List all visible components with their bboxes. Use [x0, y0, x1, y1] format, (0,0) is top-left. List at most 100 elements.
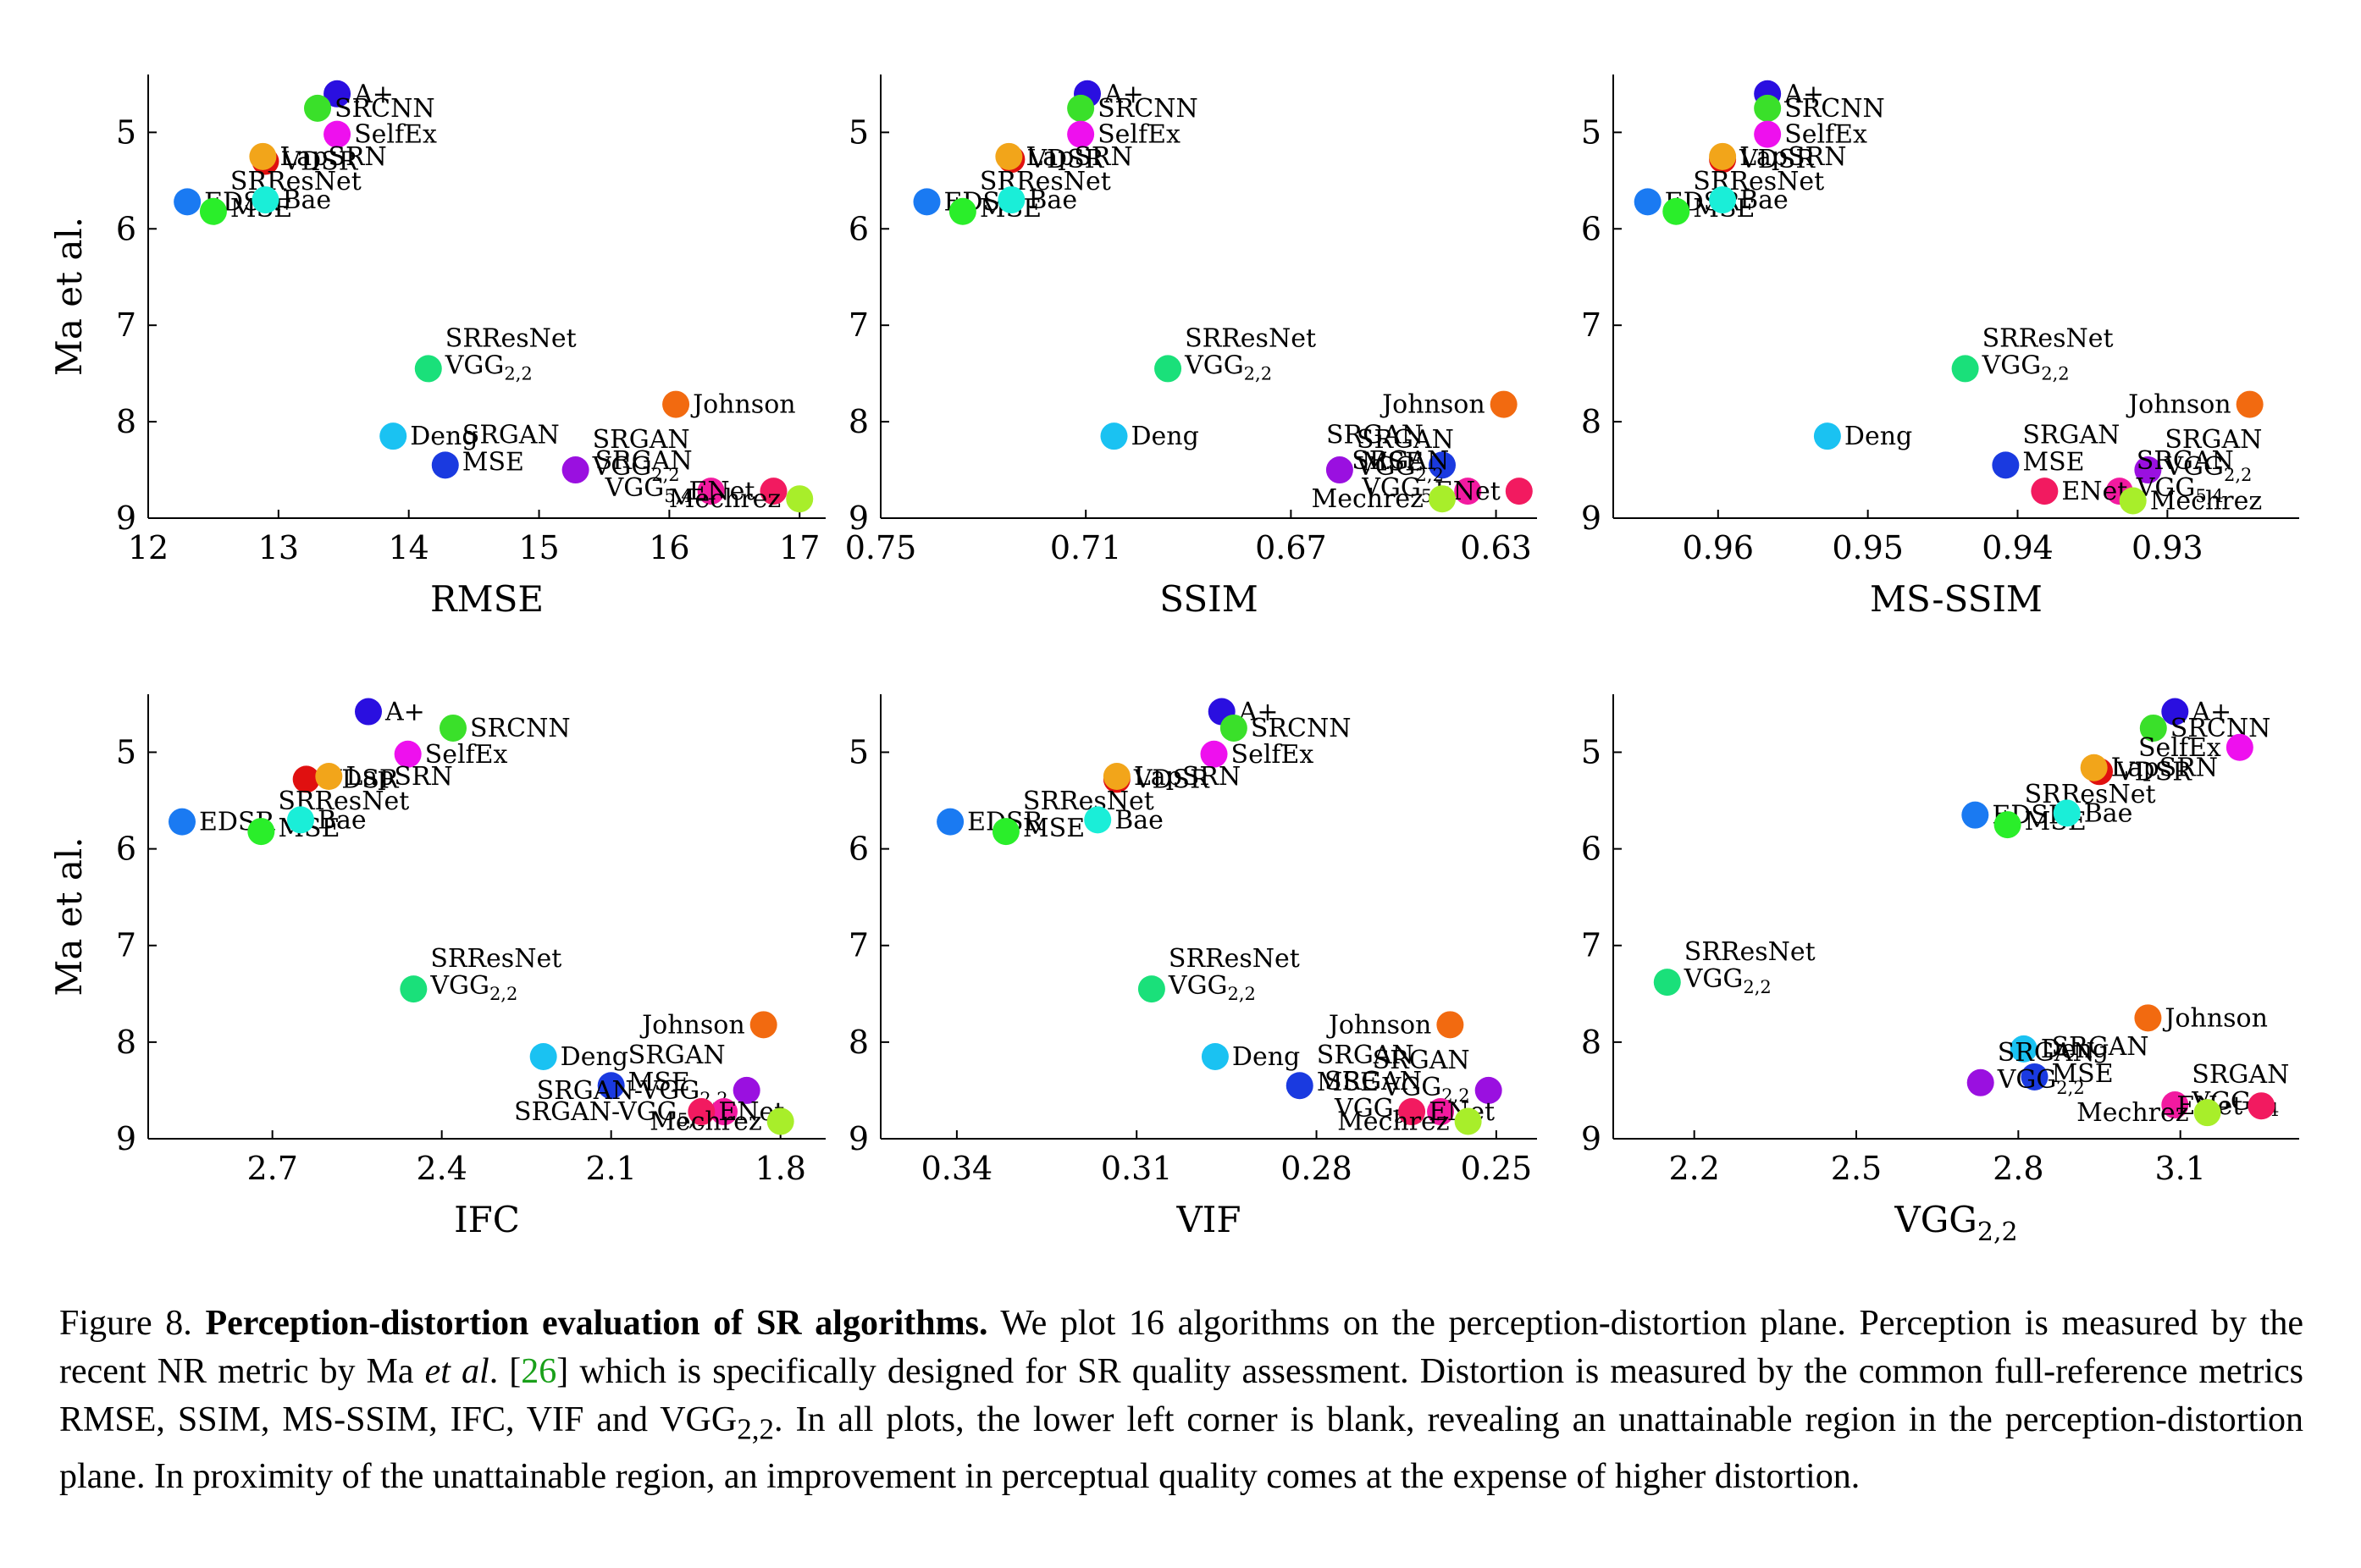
point-deng	[1201, 1042, 1229, 1070]
y-tick-label: 5	[116, 113, 136, 151]
point-label-srgan-vgg5-4: SRGAN	[1324, 1067, 1422, 1096]
x-tick-label: 0.95	[1832, 529, 1904, 566]
point-label-selfex: SelfEx	[1231, 740, 1314, 770]
point-selfex	[394, 740, 422, 768]
point-label-srcnn: SRCNN	[1251, 714, 1352, 743]
point-label-srgan-mse: SRGAN	[2022, 420, 2120, 450]
point-label-vdsr: VDSR	[2115, 757, 2192, 787]
x-tick-label: 3.1	[2154, 1150, 2205, 1187]
caption-reference-link[interactable]: 26	[521, 1352, 557, 1391]
y-tick-label: 9	[1581, 500, 1601, 537]
scatter-panel-1: 5 6 7 8 912 13 14 15 16 17 RMSE Ma et al. A+SRCNNSel…	[48, 75, 826, 620]
point-srcnn	[1067, 94, 1095, 122]
point-a	[323, 80, 351, 108]
point-label-srcnn: SRCNN	[470, 714, 571, 743]
point-bae	[252, 186, 279, 214]
caption-body-3: ] which is specifically designed for SR …	[59, 1352, 2304, 1439]
point-srgan-vgg2-2	[1474, 1076, 1502, 1104]
caption-title: Perception-distortion evaluation of SR a…	[205, 1304, 988, 1343]
y-tick-label: 6	[116, 210, 136, 247]
point-label-srresnet-mse: SRResNet	[2025, 780, 2156, 809]
y-tick-label: 6	[849, 210, 869, 247]
point-srresnet-vgg2-2	[1653, 969, 1681, 997]
point-srgan-mse	[2021, 1063, 2049, 1090]
scatter-panel-6: 5 6 7 8 9 2.2 2.5 2.8 3.1 VGG2,2 A+SRCNNSelfExVDSR…	[1581, 694, 2299, 1247]
x-tick-label: 0.67	[1255, 529, 1327, 566]
point-label-vdsr: VDSR	[1027, 145, 1104, 174]
point-selfex	[1754, 120, 1782, 148]
y-tick-label: 8	[1581, 1024, 1601, 1061]
x-tick-label: 0.71	[1050, 529, 1122, 566]
y-tick-label: 5	[849, 113, 869, 151]
scatter-panel-2: 5 6 7 8 90.75 0.71 0.67 0.63 SSIM A+SRCNNSelfExVD…	[845, 75, 1537, 620]
point-label-bae: Bae	[318, 805, 367, 835]
x-tick-label: 12	[128, 529, 169, 566]
point-label-johnson: Johnson	[2162, 1003, 2268, 1033]
point-label-lapsrn: LapSRN	[2111, 754, 2218, 783]
figure-caption: Figure 8. Perception-distortion evaluati…	[59, 1300, 2303, 1501]
point-label-enet: ENet	[688, 477, 755, 506]
point-label-vdsr: VDSR	[1133, 765, 1210, 794]
x-tick-label: 0.28	[1280, 1150, 1352, 1187]
point-label-lapsrn: LapSRN	[1739, 142, 1846, 172]
x-axis-label: MS-SSIM	[1870, 578, 2043, 620]
point-johnson	[2134, 1004, 2162, 1032]
y-tick-label: 7	[1581, 927, 1601, 964]
point-label-srresnet-vgg2-2-line2: VGG2,2	[429, 971, 517, 1004]
point-label-a: A+	[2191, 698, 2231, 727]
point-label-lapsrn: LapSRN	[1134, 762, 1241, 792]
y-tick-label: 8	[116, 1024, 136, 1061]
point-label-lapsrn: LapSRN	[279, 142, 386, 172]
point-srcnn	[1754, 94, 1782, 122]
point-label-srresnet-vgg2-2: SRResNet	[1982, 323, 2114, 353]
caption-etal: et al	[424, 1352, 489, 1391]
point-deng	[379, 422, 407, 450]
point-label-srgan-vgg2-2: SRGAN	[1373, 1046, 1470, 1075]
point-srgan-vgg5-4	[711, 1098, 738, 1126]
point-label-srresnet-vgg2-2: SRResNet	[445, 323, 577, 353]
point-label-srresnet-vgg2-2: SRResNet	[1185, 323, 1316, 353]
point-johnson	[662, 390, 690, 418]
point-bae	[1709, 186, 1737, 214]
point-label-srgan-vgg2-2: SRGAN	[593, 425, 690, 455]
point-label-bae: Bae	[1028, 185, 1077, 215]
point-label-srgan-mse: SRGAN	[1326, 420, 1424, 450]
x-tick-label: 0.25	[1461, 1150, 1533, 1187]
point-enet	[2031, 478, 2059, 505]
point-srgan-mse	[1428, 451, 1456, 479]
y-tick-label: 5	[1581, 113, 1601, 151]
point-enet	[2248, 1092, 2275, 1120]
x-tick-label: 15	[518, 529, 559, 566]
point-label-srresnet-mse-line2: MSE	[1023, 814, 1085, 843]
point-srgan-mse	[597, 1072, 625, 1100]
x-tick-label: 1.8	[755, 1150, 805, 1187]
point-label-a: A+	[353, 80, 394, 109]
x-axis-label: IFC	[454, 1199, 520, 1240]
point-label-srcnn: SRCNN	[1784, 94, 1885, 124]
caption-prefix: Figure 8.	[59, 1304, 192, 1343]
point-label-srresnet-vgg2-2: SRResNet	[1684, 937, 1816, 967]
point-edsr	[174, 188, 202, 216]
point-label-johnson: Johnson	[690, 390, 796, 420]
point-deng	[1100, 422, 1128, 450]
point-label-srgan-vgg2-2-line2: VGG2,2	[1356, 452, 1444, 485]
point-label-a: A+	[384, 698, 425, 727]
caption-subscript: 2,2	[737, 1412, 774, 1446]
point-label-srgan-vgg2-2-line2: VGG2,2	[1997, 1065, 2085, 1098]
point-label-johnson: Johnson	[1326, 1010, 1432, 1040]
point-srresnet-mse	[247, 818, 275, 846]
point-label-mechrez: Mechrez	[1311, 484, 1424, 514]
y-tick-label: 8	[849, 1024, 869, 1061]
point-selfex	[323, 120, 351, 148]
point-label-srgan-vgg2-2: SRGAN	[1357, 425, 1454, 455]
x-axis-label: RMSE	[430, 578, 544, 620]
y-tick-label: 9	[116, 500, 136, 537]
point-label-a: A+	[1783, 80, 1824, 109]
y-tick-label: 6	[849, 831, 869, 868]
point-srcnn	[304, 94, 331, 122]
point-mechrez	[2193, 1099, 2221, 1127]
point-mechrez	[2119, 487, 2147, 515]
point-label-srgan-mse: SRGAN	[628, 1041, 726, 1070]
point-label-johnson: Johnson	[2126, 390, 2231, 420]
scatter-panel-4: 5 6 7 8 9 2.7 2.4 2.1 1.8 IFC Ma et al. A+ SRCNNSelf…	[48, 694, 826, 1240]
